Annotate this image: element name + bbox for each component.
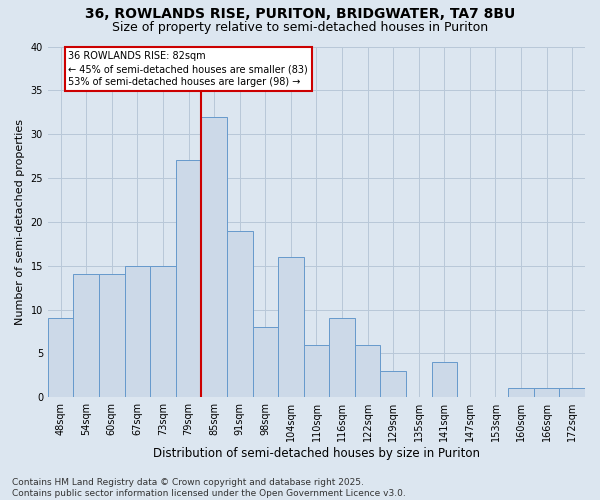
- Text: Contains HM Land Registry data © Crown copyright and database right 2025.
Contai: Contains HM Land Registry data © Crown c…: [12, 478, 406, 498]
- Bar: [253, 327, 278, 397]
- Text: Size of property relative to semi-detached houses in Puriton: Size of property relative to semi-detach…: [112, 21, 488, 34]
- Bar: [380, 371, 406, 397]
- Bar: [227, 230, 253, 397]
- Bar: [431, 362, 457, 397]
- Bar: [304, 344, 329, 397]
- Bar: [48, 318, 73, 397]
- Bar: [534, 388, 559, 397]
- Bar: [508, 388, 534, 397]
- X-axis label: Distribution of semi-detached houses by size in Puriton: Distribution of semi-detached houses by …: [153, 447, 480, 460]
- Bar: [99, 274, 125, 397]
- Bar: [329, 318, 355, 397]
- Bar: [176, 160, 202, 397]
- Bar: [278, 257, 304, 397]
- Bar: [125, 266, 150, 397]
- Text: 36 ROWLANDS RISE: 82sqm
← 45% of semi-detached houses are smaller (83)
53% of se: 36 ROWLANDS RISE: 82sqm ← 45% of semi-de…: [68, 51, 308, 88]
- Bar: [150, 266, 176, 397]
- Bar: [202, 116, 227, 397]
- Text: 36, ROWLANDS RISE, PURITON, BRIDGWATER, TA7 8BU: 36, ROWLANDS RISE, PURITON, BRIDGWATER, …: [85, 8, 515, 22]
- Y-axis label: Number of semi-detached properties: Number of semi-detached properties: [15, 119, 25, 325]
- Bar: [355, 344, 380, 397]
- Bar: [559, 388, 585, 397]
- Bar: [73, 274, 99, 397]
